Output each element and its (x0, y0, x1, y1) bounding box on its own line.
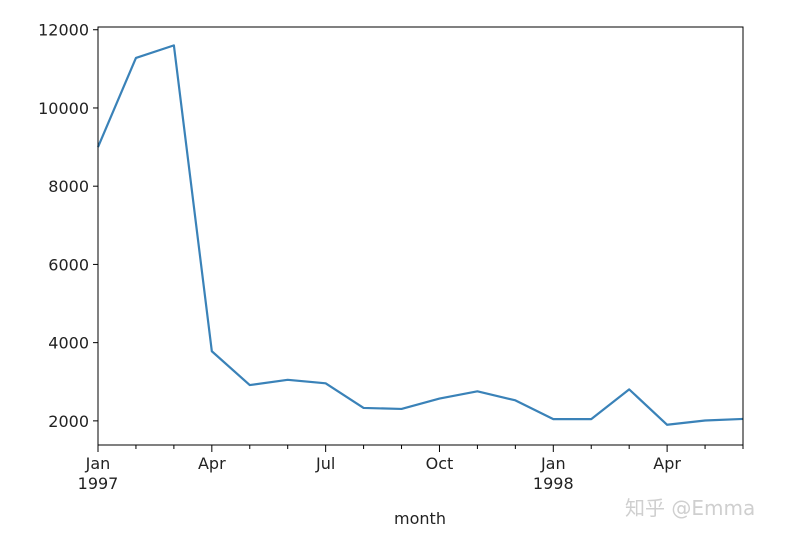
watermark: 知乎 @Emma (625, 496, 755, 520)
x-tick-year-label: 1997 (78, 474, 119, 493)
y-tick-label: 2000 (48, 412, 89, 431)
series-line (96, 44, 744, 426)
y-tick-label: 8000 (48, 177, 89, 196)
x-axis-label: month (394, 509, 446, 528)
x-tick-label: Jul (315, 454, 335, 473)
y-tick-label: 12000 (38, 21, 89, 40)
x-tick-label: Oct (426, 454, 454, 473)
plot-frame (97, 26, 744, 446)
y-tick-label: 10000 (38, 99, 89, 118)
y-tick-label: 4000 (48, 334, 89, 353)
x-tick-label: Apr (198, 454, 226, 473)
y-tick-label: 6000 (48, 255, 89, 274)
x-tick-label: Jan (85, 454, 111, 473)
x-tick-year-label: 1998 (533, 474, 574, 493)
x-tick-label: Apr (653, 454, 681, 473)
x-tick-label: Jan (540, 454, 566, 473)
